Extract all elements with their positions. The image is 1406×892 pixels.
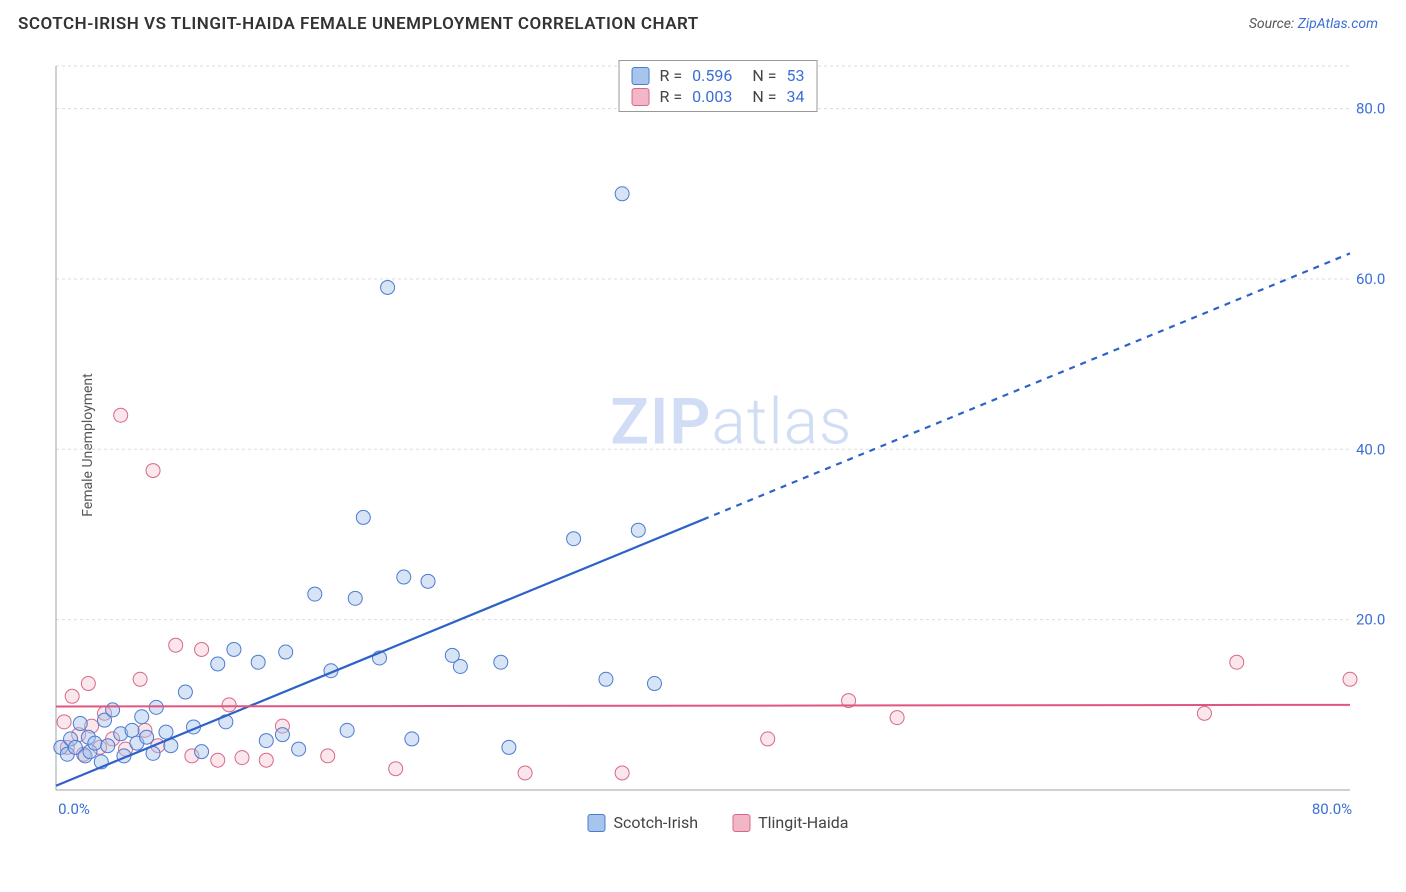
- plot-area: Female Unemployment 20.0%40.0%60.0%80.0%…: [50, 60, 1386, 830]
- svg-text:80.0%: 80.0%: [1312, 800, 1352, 818]
- correlation-row-a: R = 0.596 N = 53: [632, 65, 805, 86]
- source-link[interactable]: ZipAtlas.com: [1298, 16, 1378, 32]
- correlation-legend: R = 0.596 N = 53 R = 0.003 N = 34: [619, 60, 818, 112]
- chart-title: SCOTCH-IRISH VS TLINGIT-HAIDA FEMALE UNE…: [18, 14, 699, 34]
- svg-text:40.0%: 40.0%: [1356, 440, 1386, 458]
- legend-label-a: Scotch-Irish: [613, 813, 698, 832]
- legend-label-b: Tlingit-Haida: [758, 813, 848, 832]
- series-b-points: [57, 408, 1357, 780]
- svg-text:0.0%: 0.0%: [58, 800, 90, 818]
- source-prefix: Source:: [1249, 16, 1298, 32]
- n-label-a: N =: [752, 66, 776, 85]
- r-value-a: 0.596: [692, 66, 732, 85]
- n-value-b: 34: [786, 87, 804, 106]
- svg-text:60.0%: 60.0%: [1356, 270, 1386, 288]
- series-legend: Scotch-Irish Tlingit-Haida: [587, 813, 848, 832]
- r-label-a: R =: [660, 66, 683, 85]
- svg-text:80.0%: 80.0%: [1356, 100, 1386, 118]
- r-value-b: 0.003: [692, 87, 732, 106]
- legend-item-b: Tlingit-Haida: [732, 813, 848, 832]
- swatch-series-b: [632, 88, 650, 106]
- swatch-series-a: [632, 67, 650, 85]
- trend-lines: [56, 253, 1350, 785]
- r-label-b: R =: [660, 87, 683, 106]
- scatter-svg: 20.0% 40.0% 60.0% 80.0% 0.0% 80.0%: [50, 60, 1386, 830]
- swatch-b-icon: [732, 814, 750, 832]
- n-value-a: 53: [786, 66, 804, 85]
- correlation-row-b: R = 0.003 N = 34: [632, 86, 805, 107]
- tick-labels: 20.0% 40.0% 60.0% 80.0% 0.0% 80.0%: [58, 100, 1386, 818]
- header: SCOTCH-IRISH VS TLINGIT-HAIDA FEMALE UNE…: [0, 0, 1406, 34]
- swatch-a-icon: [587, 814, 605, 832]
- source-attribution: Source: ZipAtlas.com: [1249, 16, 1378, 32]
- svg-text:20.0%: 20.0%: [1356, 611, 1386, 629]
- n-label-b: N =: [752, 87, 776, 106]
- axes: [56, 66, 1350, 790]
- gridlines: [56, 66, 1350, 620]
- legend-item-a: Scotch-Irish: [587, 813, 698, 832]
